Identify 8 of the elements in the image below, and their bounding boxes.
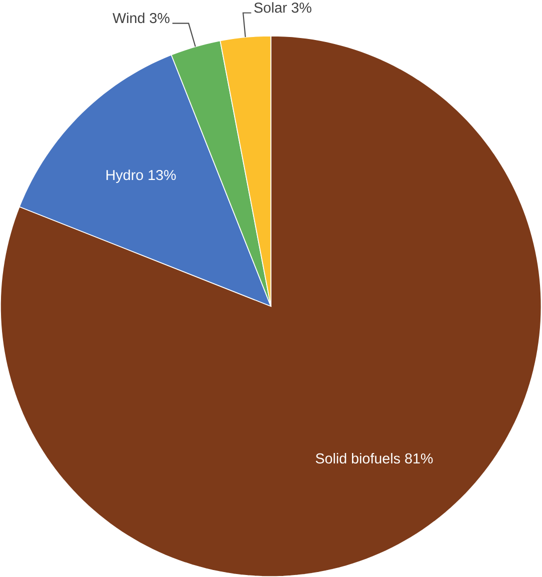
data-label: 3%	[292, 2, 312, 13]
slice-label: Solid biofuels	[316, 452, 400, 464]
slice-label: Wind	[112, 12, 144, 24]
data-label: 3%	[150, 12, 170, 24]
data-label: 81%	[405, 453, 433, 464]
slice-label: Hydro	[106, 170, 144, 183]
data-label: 13%	[148, 170, 176, 180]
slice-label: Solar	[254, 2, 288, 13]
